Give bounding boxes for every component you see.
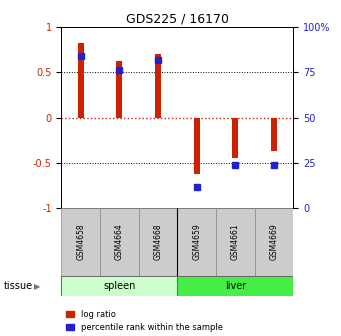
Text: tissue: tissue xyxy=(3,281,32,291)
Text: spleen: spleen xyxy=(103,281,135,291)
Bar xyxy=(78,43,84,118)
Bar xyxy=(155,54,161,118)
Bar xyxy=(177,208,216,276)
Text: liver: liver xyxy=(225,281,246,291)
Bar xyxy=(61,208,100,276)
Text: GSM4669: GSM4669 xyxy=(269,223,279,260)
Bar xyxy=(255,208,293,276)
Bar xyxy=(233,118,238,158)
Bar xyxy=(216,208,255,276)
Bar xyxy=(117,61,122,118)
Bar xyxy=(177,276,293,296)
Text: GSM4661: GSM4661 xyxy=(231,223,240,260)
Text: GSM4658: GSM4658 xyxy=(76,223,85,260)
Text: GSM4659: GSM4659 xyxy=(192,223,201,260)
Bar xyxy=(100,208,139,276)
Bar xyxy=(139,208,177,276)
Bar xyxy=(271,118,277,151)
Bar xyxy=(61,276,177,296)
Title: GDS225 / 16170: GDS225 / 16170 xyxy=(126,13,229,26)
Bar xyxy=(194,118,199,174)
Text: GSM4664: GSM4664 xyxy=(115,223,124,260)
Text: GSM4668: GSM4668 xyxy=(153,223,163,260)
Text: ▶: ▶ xyxy=(34,282,41,291)
Legend: log ratio, percentile rank within the sample: log ratio, percentile rank within the sa… xyxy=(65,310,223,332)
